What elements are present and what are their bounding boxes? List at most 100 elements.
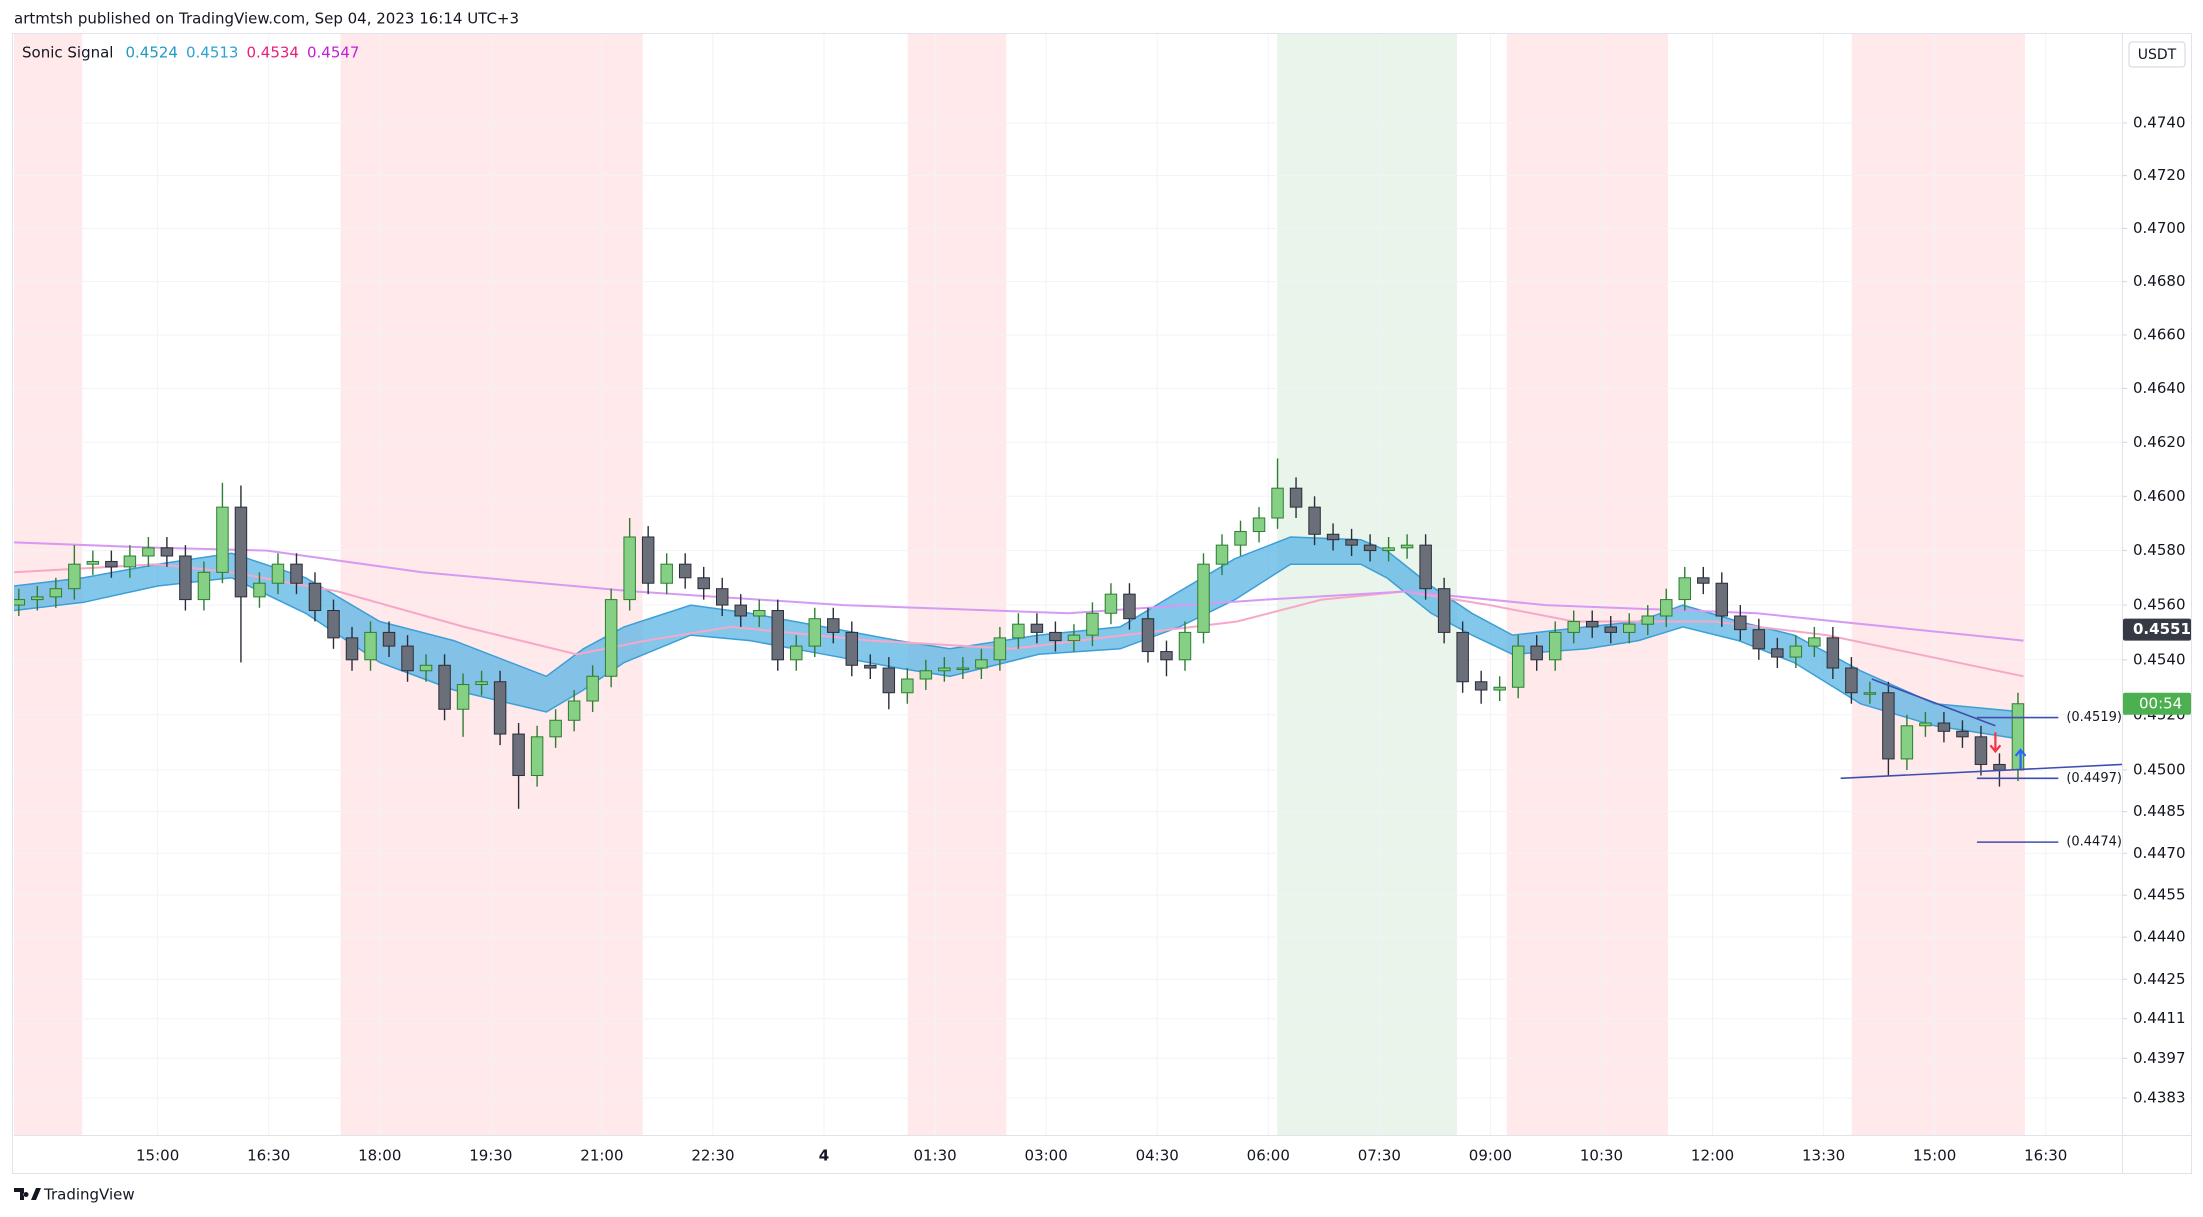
candle-body [475, 681, 488, 686]
y-tick-label: 0.4470 [2133, 844, 2186, 862]
zones [14, 34, 2026, 1135]
x-tick-label: 15:00 [1913, 1147, 1956, 1165]
candle-body [1548, 631, 1562, 661]
y-tick-label: 0.4700 [2133, 219, 2186, 237]
x-tick-label: 03:00 [1025, 1147, 1068, 1165]
candle-body [1400, 544, 1414, 549]
candle-body [678, 563, 692, 579]
y-tick-label: 0.4455 [2133, 886, 2186, 904]
candle-body [1789, 645, 1803, 658]
candle-body [1049, 631, 1062, 642]
candle-body [1993, 763, 2006, 771]
x-tick-label: 13:30 [1802, 1147, 1845, 1165]
x-tick-label: 16:30 [2024, 1147, 2067, 1165]
footer-logo: TradingView [14, 1186, 135, 1204]
x-tick-label: 07:30 [1358, 1147, 1401, 1165]
candle-body [68, 563, 81, 590]
candle-body [216, 506, 229, 573]
candle-body [919, 670, 933, 680]
level-label: (0.4519) [2066, 710, 2122, 725]
y-tick-label: 0.4397 [2133, 1049, 2186, 1067]
candle-body [493, 681, 507, 735]
candle-body [1141, 618, 1155, 653]
candle-body [290, 563, 303, 584]
candle-body [1585, 620, 1599, 628]
x-tick-label: 15:00 [136, 1147, 179, 1165]
currency-box [2128, 41, 2186, 68]
signal-arrow [2014, 748, 2027, 769]
moving-average-line [14, 541, 2024, 642]
candle-body [993, 637, 1007, 661]
signal-arrow [1989, 732, 2002, 754]
y-tick-label: 0.4540 [2133, 650, 2186, 668]
candle-body [697, 577, 710, 590]
y-tick-label: 0.4740 [2133, 113, 2186, 131]
candle-body [1419, 544, 1432, 590]
candle-body [1363, 544, 1377, 552]
x-tick-label: 01:30 [913, 1147, 956, 1165]
candle-body [1974, 736, 1988, 765]
y-tick-label: 0.4485 [2133, 802, 2186, 820]
candle-body [864, 664, 877, 669]
legend-value: 0.4524 [125, 44, 178, 62]
y-tick-label: 0.4600 [2133, 487, 2186, 505]
candle-body [438, 664, 451, 710]
candle-body [382, 631, 396, 647]
candle-body [1826, 637, 1840, 669]
candle-body [1012, 623, 1025, 639]
candle-body [14, 599, 26, 606]
session-zone [907, 34, 1007, 1135]
candle-body [1197, 563, 1210, 633]
candle-body [827, 618, 840, 633]
y-tick-label: 0.4620 [2133, 433, 2186, 451]
candle-body [327, 610, 340, 639]
candle-body [1086, 612, 1099, 636]
last-price-box [2123, 692, 2191, 715]
candle-body [1160, 651, 1173, 661]
candle-body [1660, 599, 1673, 617]
x-tick-label: 10:30 [1580, 1147, 1623, 1165]
candles [14, 458, 2025, 809]
candle-body [938, 667, 951, 672]
candle-body [1734, 615, 1747, 631]
footer-brand: TradingView [43, 1186, 135, 1204]
candle-body [623, 536, 636, 601]
candle-body [975, 659, 988, 669]
y-tick-label: 0.4411 [2133, 1009, 2186, 1027]
level-label: (0.4497) [2066, 771, 2122, 786]
candle-body [1530, 645, 1543, 661]
candle-body [1456, 631, 1469, 683]
candle-body [179, 555, 192, 601]
legend-title: Sonic Signal [22, 44, 113, 62]
candle-body [715, 588, 729, 606]
candle-body [1345, 539, 1358, 546]
pane-border [12, 33, 2192, 1174]
candle-body [1678, 577, 1692, 601]
y-tick-label: 0.4440 [2133, 928, 2186, 946]
candle-body [1937, 722, 1951, 732]
candle-body [142, 547, 155, 557]
candle-body [845, 631, 859, 666]
axes: 0.4740 0.4720 0.4700 0.4680 0.4660 0.4640 0.46… [14, 34, 2192, 1173]
candle-body [1104, 593, 1118, 614]
x-tick-label: 09:00 [1469, 1147, 1512, 1165]
x-tick-label: 18:00 [358, 1147, 401, 1165]
y-tick-label: 0.4500 [2133, 760, 2186, 778]
candle-body [586, 675, 599, 702]
candle-body [1845, 667, 1858, 694]
candle-body [271, 563, 285, 584]
candle-body [1030, 623, 1044, 633]
drawings: (0.4519) (0.4497) (0.4474) [1840, 678, 2123, 850]
candle-body [1474, 681, 1488, 691]
candle-body [1271, 487, 1284, 519]
candle-body [641, 536, 655, 584]
candle-body [1623, 623, 1636, 633]
y-tick-label: 0.4560 [2133, 596, 2186, 614]
candle-body [105, 560, 118, 568]
x-tick-label: 4 [819, 1147, 829, 1165]
countdown-label: 00:54 [2139, 694, 2182, 712]
legend: Sonic Signal 0.4524 0.4513 0.4534 0.4547 [22, 44, 359, 62]
candle-body [345, 637, 359, 661]
x-tick-label: 16:30 [247, 1147, 290, 1165]
